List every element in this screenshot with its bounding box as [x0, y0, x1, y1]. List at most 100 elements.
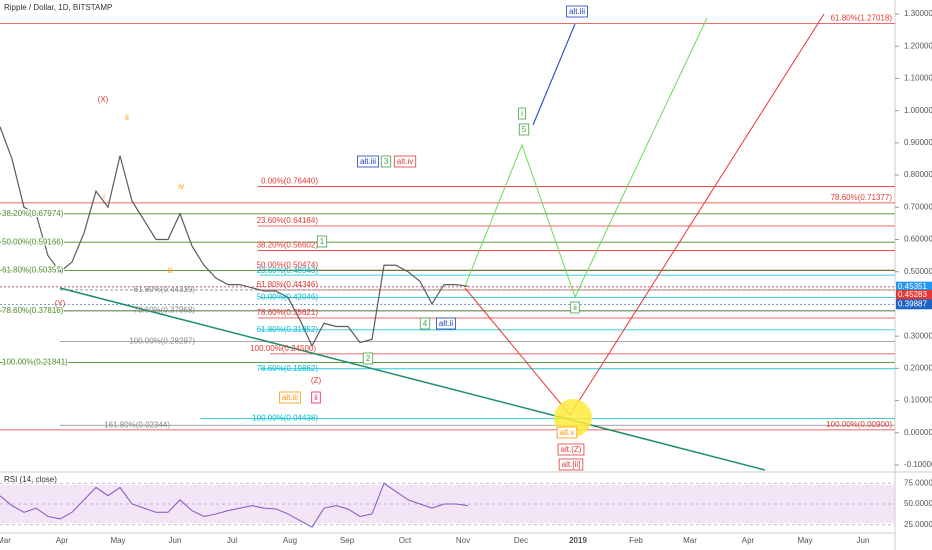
wave-label: alt.iii [282, 393, 298, 402]
wave-label-box [518, 123, 530, 136]
wave-label: (Z) [311, 376, 322, 385]
wave-label: iii [167, 266, 173, 275]
wave-label: 1 [320, 237, 325, 246]
wave-label-box [362, 352, 374, 365]
price-line [0, 126, 469, 348]
wave-label: iv [178, 182, 184, 191]
price-tag [896, 299, 932, 310]
wave-label-box [393, 155, 417, 168]
wave-label-box [311, 391, 321, 404]
fib-label: 100.00%(0.00900) [826, 420, 892, 429]
rsi-tick-label: 50.0000 [904, 499, 932, 508]
x-tick-label: May [110, 536, 125, 545]
wave-label: ii [573, 303, 577, 312]
wave-label: alt.iv [397, 157, 413, 166]
fib-label: 38.20%(0.67974) [2, 209, 64, 218]
wave-label: 4 [423, 319, 428, 328]
price-tag-label: 0.39887 [898, 299, 927, 308]
y-tick-label: 0.30000 [904, 331, 932, 340]
fib-label: 61.80%(0.44339) [134, 285, 196, 294]
wave-label: alt.v [560, 428, 575, 437]
fib-label: 50.00%(0.59166) [2, 237, 64, 246]
wave-label-box [316, 235, 328, 248]
wave-label: i [103, 192, 105, 201]
fib-label: 78.60%(0.71377) [831, 193, 893, 202]
x-tick-label: Mar [683, 536, 697, 545]
wave-label: 2 [366, 354, 371, 363]
fib-label: 61.80%(0.31952) [257, 325, 319, 334]
wave-label: (Y) [55, 299, 66, 308]
x-tick-label: Sep [340, 536, 355, 545]
wave-label: 5 [522, 125, 527, 134]
x-tick-label: Jul [227, 536, 237, 545]
y-tick-label: 1.00000 [904, 106, 932, 115]
fib-label: 61.80%(0.50357) [2, 266, 64, 275]
projection-green [464, 17, 708, 299]
wave-label-box [558, 458, 584, 471]
wave-label: ii [125, 113, 129, 122]
fib-label: 61.80%(1.27018) [831, 14, 893, 23]
trend-line [59, 287, 766, 471]
wave-label-box [570, 301, 580, 314]
fib-label: 0.00%(0.76440) [261, 177, 318, 186]
projection-blue [532, 23, 576, 126]
x-tick-label: Aug [283, 536, 297, 545]
fib-label: 100.00%(0.04438) [252, 414, 318, 423]
x-tick-label: Apr [742, 536, 755, 545]
wave-label-box [435, 317, 457, 330]
fib-label: 100.00%(0.28297) [129, 337, 195, 346]
price-tag-label: 0.45283 [898, 290, 927, 299]
x-tick-label: 2019 [569, 536, 587, 545]
x-tick-label: May [797, 536, 812, 545]
x-tick-label: Feb [629, 536, 643, 545]
x-tick-label: Dec [514, 536, 528, 545]
wave-label-box [419, 317, 431, 330]
fib-label: 100.00%(0.21841) [2, 358, 68, 367]
y-tick-label: 0.60000 [904, 235, 932, 244]
y-tick-label: 0.50000 [904, 267, 932, 276]
y-tick-label: 0.20000 [904, 363, 932, 372]
fib-label: 78.60%(0.37968) [134, 306, 196, 315]
fib-label: 78.60%(0.19862) [257, 364, 319, 373]
wave-label: (X) [98, 95, 109, 104]
x-tick-label: Mar [0, 536, 11, 545]
rsi-tick-label: 75.0000 [904, 478, 932, 487]
x-tick-label: Jun [169, 536, 182, 545]
price-tag-label: 0.45351 [898, 282, 927, 291]
price-tag [896, 289, 932, 300]
wave-label: alt.ii [439, 319, 453, 328]
fib-label: 161.80%(0.02344) [104, 420, 170, 429]
wave-label: alt.iii [569, 7, 585, 16]
rsi-tick-label: 25.0000 [904, 520, 932, 529]
y-tick-label: 1.20000 [904, 41, 932, 50]
fib-label: 61.80%(0.44346) [257, 280, 319, 289]
wave-label: i [521, 109, 523, 118]
fib-label: 23.60%(0.48943) [257, 266, 319, 275]
y-tick-label: 1.10000 [904, 74, 932, 83]
fib-label: 50.00%(0.42046) [257, 292, 319, 301]
fib-label: 50.00%(0.50474) [257, 260, 319, 269]
wave-label-box [566, 5, 588, 18]
wave-label: 3 [384, 157, 389, 166]
x-tick-label: Oct [399, 536, 412, 545]
fib-label: 38.20%(0.56602) [257, 241, 319, 250]
y-tick-label: 0.80000 [904, 170, 932, 179]
fib-label: 23.60%(0.64184) [257, 216, 319, 225]
price-tag [896, 281, 932, 292]
x-tick-label: Jun [857, 536, 870, 545]
wave-label-box [518, 107, 526, 120]
y-tick-label: 0.10000 [904, 396, 932, 405]
wave-label-box [557, 443, 585, 456]
y-tick-label: 0.70000 [904, 202, 932, 211]
wave-label-box [279, 391, 301, 404]
y-tick-label: -0.10000 [904, 460, 932, 469]
y-tick-label: 0.00000 [904, 428, 932, 437]
y-tick-label: 1.30000 [904, 9, 932, 18]
wave-label-box [380, 155, 392, 168]
wave-label-box [556, 426, 578, 439]
rsi-label: RSI (14, close) [4, 475, 57, 484]
wave-label: alt.(Z) [561, 445, 582, 454]
fib-label: 100.00%(0.24500) [250, 344, 316, 353]
